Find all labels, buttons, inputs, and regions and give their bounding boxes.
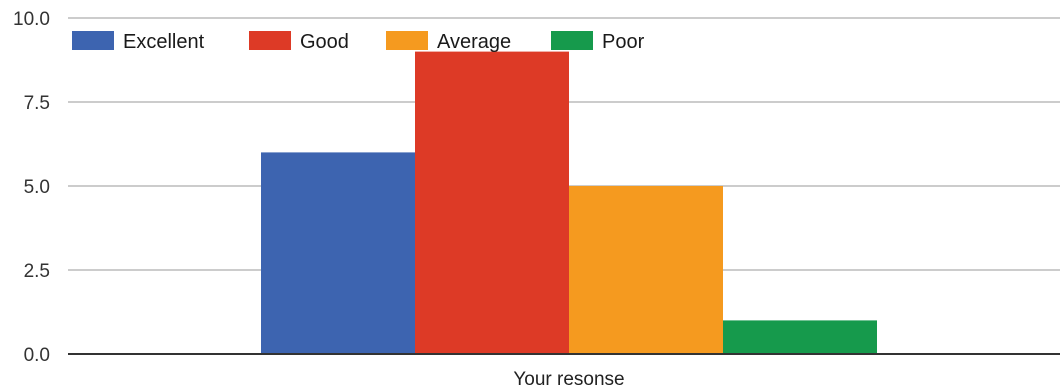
legend-label-poor: Poor bbox=[602, 31, 645, 53]
y-tick-label: 2.5 bbox=[24, 261, 50, 282]
y-tick-label: 10.0 bbox=[13, 9, 50, 30]
legend-label-average: Average bbox=[437, 31, 511, 53]
bar-excellent bbox=[261, 152, 415, 354]
bar-good bbox=[415, 51, 569, 354]
legend-swatch-poor bbox=[551, 31, 593, 50]
bar-average bbox=[569, 186, 723, 354]
legend-swatch-excellent bbox=[72, 31, 114, 50]
legend-label-good: Good bbox=[300, 31, 349, 53]
legend-label-excellent: Excellent bbox=[123, 31, 205, 53]
y-tick-label: 7.5 bbox=[24, 93, 50, 114]
y-axis-ticks: 0.0 2.5 5.0 7.5 10.0 bbox=[13, 9, 50, 366]
y-tick-label: 0.0 bbox=[24, 345, 50, 366]
legend-swatch-good bbox=[249, 31, 291, 50]
x-axis-title: Your resonse bbox=[513, 369, 624, 390]
legend: Excellent Good Average Poor bbox=[72, 31, 645, 53]
y-tick-label: 5.0 bbox=[24, 177, 50, 198]
bar-poor bbox=[723, 320, 877, 354]
legend-swatch-average bbox=[386, 31, 428, 50]
bars bbox=[261, 51, 877, 354]
